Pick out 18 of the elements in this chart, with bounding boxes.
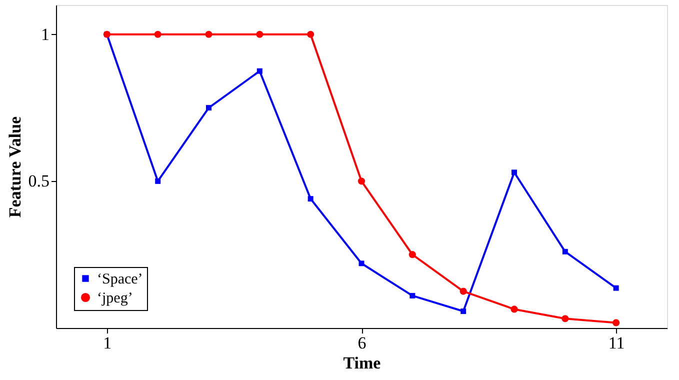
x-axis-title: Time bbox=[343, 354, 382, 372]
x-tick-label: 11 bbox=[608, 334, 625, 352]
point bbox=[460, 308, 466, 314]
x-tick-label: 6 bbox=[358, 334, 366, 352]
y-tick-label: 0.5 bbox=[28, 172, 50, 191]
legend-label: ‘jpeg’ bbox=[97, 290, 133, 306]
point bbox=[562, 248, 568, 254]
point bbox=[512, 170, 517, 176]
legend-label: ‘Space’ bbox=[97, 272, 143, 288]
x-tick-label: 1 bbox=[103, 334, 112, 352]
point bbox=[358, 260, 364, 266]
point bbox=[308, 196, 314, 202]
point bbox=[256, 68, 262, 74]
point bbox=[410, 292, 416, 298]
point bbox=[155, 178, 161, 184]
point bbox=[206, 105, 212, 111]
y-axis-title: Feature Value bbox=[5, 116, 24, 218]
point bbox=[613, 285, 619, 291]
